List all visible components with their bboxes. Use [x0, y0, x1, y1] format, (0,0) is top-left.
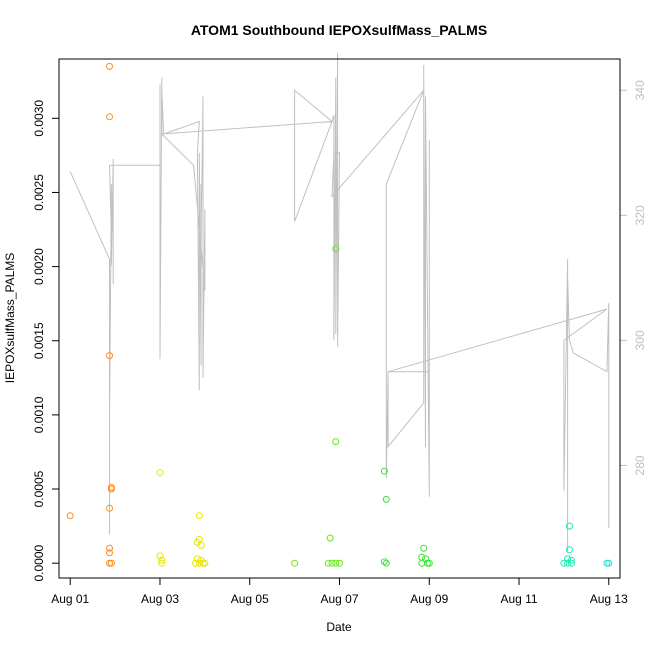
data-point — [332, 438, 340, 446]
x-tick-label: Aug 05 — [231, 592, 269, 606]
data-point — [66, 512, 74, 520]
data-point — [192, 559, 199, 567]
data-point — [566, 522, 573, 530]
y2-tick-label: 300 — [633, 330, 647, 350]
x-tick-label: Aug 07 — [320, 592, 358, 606]
data-point — [326, 534, 334, 542]
data-point — [158, 556, 166, 564]
data-point — [560, 559, 568, 567]
y-tick-label: 0.0015 — [32, 322, 46, 359]
y-tick-label: 0.0005 — [32, 470, 46, 507]
data-point — [567, 559, 575, 567]
data-point — [106, 559, 113, 567]
data-point — [158, 559, 166, 567]
data-point — [328, 559, 336, 567]
data-point — [156, 552, 164, 560]
y-axis-label: IEPOXsulfMass_PALMS — [3, 253, 17, 384]
series-line — [69, 52, 610, 553]
right-axis-line-series — [69, 52, 610, 553]
y-tick-label: 0.0000 — [32, 544, 46, 581]
data-point — [107, 485, 115, 493]
y2-tick-label: 320 — [633, 205, 647, 225]
chart-title: ATOM1 Southbound IEPOXsulfMass_PALMS — [191, 22, 487, 38]
y-tick-label: 0.0020 — [32, 248, 46, 285]
y-tick-label: 0.0025 — [32, 174, 46, 211]
data-point — [106, 352, 113, 360]
data-point — [199, 559, 207, 567]
x-tick-label: Aug 11 — [500, 592, 537, 606]
data-point — [420, 544, 428, 552]
data-point — [193, 555, 201, 563]
data-point — [564, 555, 572, 563]
data-point — [332, 559, 340, 567]
data-point — [291, 559, 299, 567]
data-point — [107, 559, 115, 567]
data-point — [324, 559, 332, 567]
x-tick-label: Aug 13 — [590, 592, 628, 606]
data-point — [106, 544, 113, 552]
data-point — [423, 559, 431, 567]
data-point — [422, 555, 429, 563]
data-point — [603, 559, 611, 567]
data-point — [380, 558, 388, 566]
x-tick-label: Aug 03 — [141, 592, 179, 606]
data-point — [425, 559, 433, 567]
plot-frame — [58, 58, 621, 579]
data-point — [605, 559, 613, 567]
x-tick-label: Aug 09 — [410, 592, 448, 606]
data-point — [106, 504, 113, 512]
data-point — [566, 546, 573, 554]
data-point — [195, 512, 203, 520]
data-point — [197, 541, 205, 549]
data-point — [382, 495, 390, 503]
data-point — [106, 113, 113, 121]
data-point — [332, 245, 340, 253]
data-point — [106, 62, 113, 70]
scatter-points — [66, 62, 613, 567]
data-point — [106, 549, 113, 557]
y-tick-label: 0.0030 — [32, 100, 46, 137]
data-point — [380, 467, 388, 475]
y2-tick-label: 280 — [633, 455, 647, 475]
data-point — [156, 469, 164, 477]
y-tick-label: 0.0010 — [32, 396, 46, 433]
data-point — [564, 559, 572, 567]
data-point — [382, 559, 390, 567]
data-point — [418, 553, 426, 561]
x-axis-label: Date — [326, 620, 352, 634]
data-point — [201, 559, 209, 567]
data-point — [336, 559, 343, 567]
x-tick-label: Aug 01 — [51, 592, 89, 606]
y2-tick-label: 340 — [633, 80, 647, 100]
